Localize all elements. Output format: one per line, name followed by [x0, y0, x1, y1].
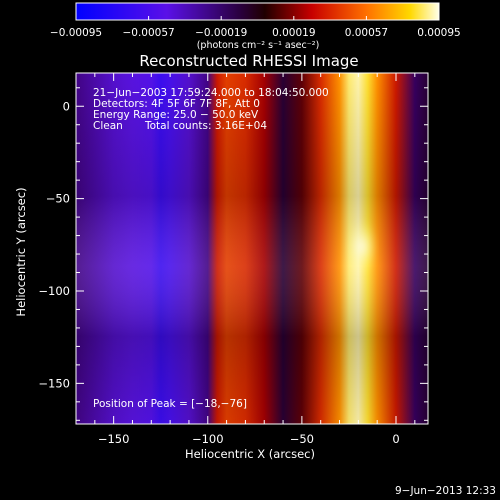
colorbar-tick-label: 0.00057	[345, 27, 388, 39]
footer-timestamp: 9−Jun−2013 12:33	[395, 485, 496, 497]
x-tick-label: −50	[290, 432, 314, 446]
colorbar-tick-label: −0.00057	[122, 27, 174, 39]
colorbar-tick-label: −0.00095	[50, 27, 102, 39]
annotation-energy: Energy Range: 25.0 − 50.0 keV	[93, 109, 259, 121]
y-tick-label: −50	[46, 192, 70, 206]
x-tick-label: −150	[98, 432, 130, 446]
peak-glow	[348, 220, 377, 273]
x-axis-ticks: −150 −100 −50 0	[94, 73, 416, 446]
image-annotations: 21−Jun−2003 17:59:24.000 to 18:04:50.000…	[93, 87, 329, 410]
annotation-total-counts: Total counts: 3.16E+04	[144, 120, 267, 132]
colorbar-tick-label: 0.00019	[272, 27, 315, 39]
y-tick-label: −100	[38, 284, 70, 298]
y-axis-label: Heliocentric Y (arcsec)	[14, 187, 28, 316]
colorbar-unit-label: (photons cm⁻² s⁻¹ asec⁻²)	[197, 40, 320, 51]
image-plot: −150 −100 −50 0 −150 −100 −50 0	[38, 72, 429, 446]
annotation-clean: Clean	[93, 120, 123, 132]
annotation-detectors: Detectors: 4F 5F 6F 7F 8F, Att 0	[93, 98, 260, 110]
annotation-peak-position: Position of Peak = [−18,−76]	[93, 398, 247, 410]
colorbar-gradient	[75, 2, 440, 21]
x-tick-label: −100	[192, 432, 224, 446]
y-tick-label: −150	[38, 376, 70, 390]
plot-frame	[75, 72, 429, 425]
colorbar-tick-label: −0.00019	[195, 27, 247, 39]
annotation-time-range: 21−Jun−2003 17:59:24.000 to 18:04:50.000	[93, 87, 329, 99]
chart-title: Reconstructed RHESSI Image	[139, 52, 358, 70]
colorbar-tick-label: 0.00095	[417, 27, 460, 39]
y-tick-label: 0	[63, 99, 70, 113]
x-axis-label: Heliocentric X (arcsec)	[185, 447, 315, 461]
colorbar: −0.00095 −0.00057 −0.00019 0.00019 0.00057 0.…	[50, 2, 461, 51]
colorbar-ticks: −0.00095 −0.00057 −0.00019 0.00019 0.00057 0.…	[50, 16, 461, 39]
x-tick-label: 0	[392, 432, 399, 446]
y-axis-ticks: −150 −100 −50 0	[38, 87, 428, 421]
